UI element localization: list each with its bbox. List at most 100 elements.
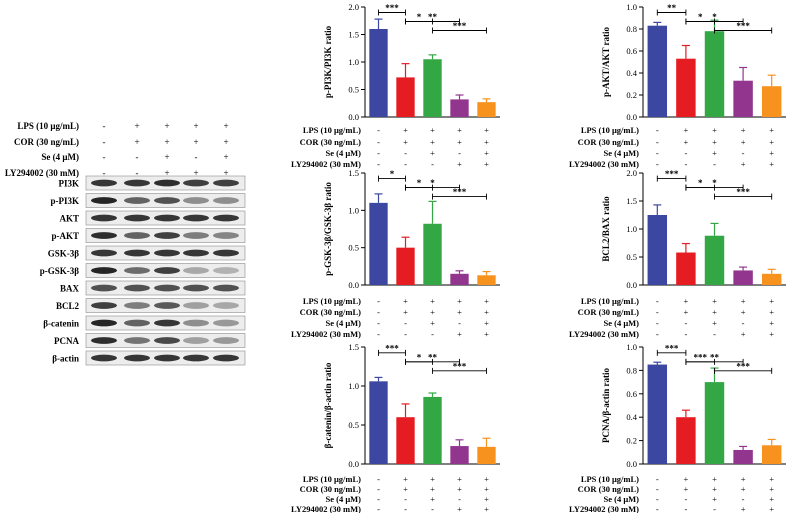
blot-treatment-sign: + bbox=[164, 121, 169, 131]
treatment-sign: + bbox=[457, 296, 462, 306]
blot-treatment-sign: + bbox=[193, 137, 198, 147]
western-blot-panel: LPS (10 μg/mL) - + + + + COR (30 ng/mL) - + + + + Se… bbox=[5, 121, 246, 366]
treatment-sign: + bbox=[430, 125, 435, 135]
blot-band bbox=[124, 302, 150, 309]
blot-treatment-sign: + bbox=[193, 121, 198, 131]
treatment-sign: + bbox=[684, 137, 689, 147]
blot-treatment-sign: - bbox=[103, 137, 106, 147]
treatment-label: Se (4 μM) bbox=[603, 318, 639, 328]
treatment-sign: - bbox=[656, 296, 659, 306]
bar-charts-panel: 0.00.51.01.52.0p-PI3K/PI3K ratio********… bbox=[291, 2, 786, 513]
bar bbox=[647, 25, 668, 118]
blot-band bbox=[213, 232, 239, 239]
treatment-sign: + bbox=[430, 307, 435, 317]
bar bbox=[647, 215, 668, 285]
bar bbox=[733, 449, 753, 464]
treatment-sign: + bbox=[769, 125, 774, 135]
treatment-sign: + bbox=[403, 137, 408, 147]
treatment-sign: + bbox=[484, 318, 489, 328]
bar bbox=[396, 247, 415, 285]
y-tick-label: 1.5 bbox=[348, 168, 359, 178]
treatment-sign: + bbox=[457, 474, 462, 484]
treatment-sign: + bbox=[684, 296, 689, 306]
treatment-sign: - bbox=[431, 159, 434, 169]
treatment-sign: - bbox=[656, 484, 659, 494]
y-tick-label: 0.5 bbox=[348, 420, 359, 430]
y-tick-label: 0.0 bbox=[626, 459, 637, 469]
treatment-sign: + bbox=[712, 296, 717, 306]
significance-label: *** bbox=[453, 21, 467, 31]
treatment-sign: + bbox=[403, 307, 408, 317]
treatment-sign: + bbox=[484, 296, 489, 306]
blot-band bbox=[154, 197, 180, 204]
treatment-label: LPS (10 μg/mL) bbox=[581, 296, 639, 306]
y-tick-label: 0.5 bbox=[348, 85, 359, 95]
bar bbox=[704, 235, 725, 285]
bar bbox=[396, 417, 415, 464]
blot-treatment-sign: - bbox=[136, 152, 139, 162]
treatment-sign: - bbox=[377, 159, 380, 169]
y-tick-label: 1.5 bbox=[348, 342, 359, 352]
blot-band-label: p-AKT bbox=[51, 231, 79, 241]
treatment-sign: - bbox=[684, 159, 687, 169]
bar bbox=[704, 382, 725, 464]
blot-band bbox=[213, 337, 239, 344]
y-tick-label: 0.0 bbox=[348, 112, 359, 122]
treatment-sign: + bbox=[712, 474, 717, 484]
treatment-sign: + bbox=[741, 329, 746, 339]
significance-label: *** bbox=[453, 187, 467, 197]
bar bbox=[733, 270, 753, 285]
blot-treatment-sign: + bbox=[164, 152, 169, 162]
blot-treatment-sign: + bbox=[164, 168, 169, 178]
bar bbox=[450, 99, 469, 117]
bar bbox=[704, 31, 725, 118]
treatment-sign: + bbox=[712, 484, 717, 494]
y-axis-label: β-catenin/β-actin ratio bbox=[323, 362, 333, 448]
blot-band bbox=[124, 354, 150, 362]
significance-label: * bbox=[712, 178, 717, 188]
treatment-sign: - bbox=[656, 159, 659, 169]
y-axis-label: p-PI3K/PI3K ratio bbox=[323, 25, 333, 98]
treatment-sign: + bbox=[430, 484, 435, 494]
bar bbox=[423, 59, 442, 117]
bar bbox=[396, 77, 415, 117]
significance-label: * bbox=[417, 178, 422, 188]
blot-band bbox=[91, 249, 117, 257]
significance-label: *** bbox=[665, 169, 679, 179]
treatment-sign: + bbox=[712, 125, 717, 135]
treatment-sign: + bbox=[769, 484, 774, 494]
treatment-sign: - bbox=[684, 318, 687, 328]
y-tick-label: 0.5 bbox=[348, 243, 359, 253]
blot-treatment-sign: - bbox=[136, 168, 139, 178]
treatment-label: LPS (10 μg/mL) bbox=[303, 125, 361, 135]
treatment-sign: - bbox=[684, 504, 687, 513]
blot-band bbox=[213, 302, 239, 309]
y-tick-label: 2.0 bbox=[348, 2, 359, 12]
significance-label: * bbox=[417, 352, 422, 362]
treatment-sign: - bbox=[684, 329, 687, 339]
treatment-sign: + bbox=[457, 307, 462, 317]
y-axis-label: p-GSK-3β/GSK-3β ratio bbox=[323, 182, 333, 276]
y-tick-label: 0.4 bbox=[626, 68, 637, 78]
treatment-sign: - bbox=[377, 296, 380, 306]
bar bbox=[676, 252, 696, 285]
significance-label: * bbox=[698, 12, 703, 22]
significance-label: *** bbox=[736, 21, 750, 31]
blot-band bbox=[91, 214, 117, 222]
treatment-sign: - bbox=[713, 159, 716, 169]
treatment-sign: + bbox=[741, 474, 746, 484]
treatment-sign: + bbox=[484, 504, 489, 513]
blot-band bbox=[124, 197, 150, 204]
treatment-sign: + bbox=[430, 137, 435, 147]
blot-band bbox=[124, 214, 150, 222]
y-tick-label: 1.5 bbox=[348, 30, 359, 40]
treatment-sign: + bbox=[457, 504, 462, 513]
blot-band bbox=[183, 319, 209, 327]
blot-band bbox=[154, 319, 180, 327]
y-tick-label: 0.8 bbox=[626, 24, 637, 34]
bar bbox=[733, 80, 753, 117]
bar bbox=[477, 275, 496, 285]
treatment-sign: + bbox=[430, 148, 435, 158]
blot-band bbox=[124, 249, 150, 257]
